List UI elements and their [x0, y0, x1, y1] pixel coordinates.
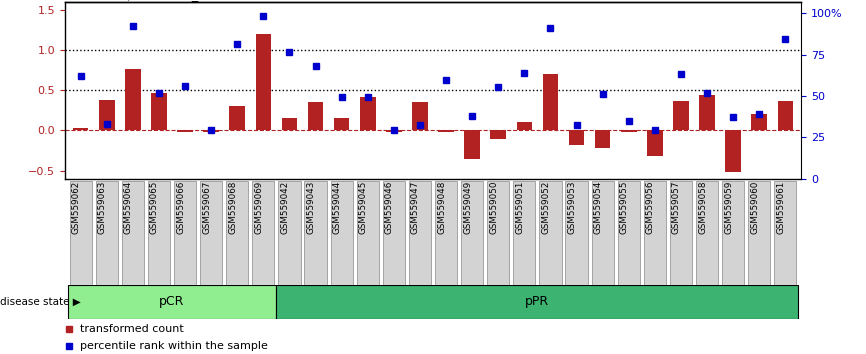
- Bar: [464, 131, 480, 159]
- Text: GSM559048: GSM559048: [437, 181, 446, 234]
- Bar: [360, 97, 376, 131]
- FancyBboxPatch shape: [617, 181, 640, 285]
- FancyBboxPatch shape: [252, 181, 275, 285]
- Text: GDS3721 / 1552280_at: GDS3721 / 1552280_at: [65, 0, 210, 1]
- Bar: [412, 102, 428, 131]
- Bar: [752, 114, 767, 131]
- Bar: [178, 131, 193, 132]
- Bar: [204, 131, 219, 132]
- FancyBboxPatch shape: [95, 181, 118, 285]
- FancyBboxPatch shape: [276, 285, 798, 319]
- FancyBboxPatch shape: [540, 181, 561, 285]
- Text: GSM559059: GSM559059: [724, 181, 734, 234]
- Bar: [647, 131, 662, 156]
- FancyBboxPatch shape: [748, 181, 771, 285]
- FancyBboxPatch shape: [488, 181, 509, 285]
- Text: GSM559052: GSM559052: [541, 181, 551, 234]
- Bar: [516, 122, 533, 131]
- Bar: [229, 106, 245, 131]
- FancyBboxPatch shape: [514, 181, 535, 285]
- Bar: [569, 131, 585, 145]
- Text: GSM559067: GSM559067: [202, 181, 211, 234]
- Bar: [307, 102, 323, 131]
- Text: pPR: pPR: [526, 295, 549, 308]
- Bar: [438, 131, 454, 132]
- Bar: [726, 131, 741, 172]
- FancyBboxPatch shape: [122, 181, 144, 285]
- Bar: [281, 119, 297, 131]
- Text: GSM559043: GSM559043: [307, 181, 315, 234]
- Text: GSM559057: GSM559057: [672, 181, 681, 234]
- Text: GSM559066: GSM559066: [176, 181, 185, 234]
- Text: GSM559064: GSM559064: [124, 181, 132, 234]
- FancyBboxPatch shape: [696, 181, 718, 285]
- Text: GSM559065: GSM559065: [150, 181, 159, 234]
- FancyBboxPatch shape: [174, 181, 196, 285]
- FancyBboxPatch shape: [68, 285, 276, 319]
- Text: GSM559051: GSM559051: [515, 181, 524, 234]
- Text: GSM559069: GSM559069: [255, 181, 263, 234]
- Text: GSM559055: GSM559055: [620, 181, 629, 234]
- Text: GSM559056: GSM559056: [646, 181, 655, 234]
- Bar: [673, 101, 688, 131]
- FancyBboxPatch shape: [226, 181, 249, 285]
- Bar: [699, 95, 715, 131]
- Text: percentile rank within the sample: percentile rank within the sample: [80, 341, 268, 351]
- Text: GSM559050: GSM559050: [489, 181, 498, 234]
- FancyBboxPatch shape: [643, 181, 666, 285]
- Bar: [778, 101, 793, 131]
- Text: GSM559042: GSM559042: [281, 181, 289, 234]
- Text: GSM559060: GSM559060: [750, 181, 759, 234]
- FancyBboxPatch shape: [774, 181, 797, 285]
- Bar: [621, 131, 637, 132]
- Bar: [151, 93, 167, 131]
- Text: GSM559062: GSM559062: [72, 181, 81, 234]
- FancyBboxPatch shape: [461, 181, 483, 285]
- FancyBboxPatch shape: [591, 181, 614, 285]
- Text: GSM559061: GSM559061: [777, 181, 785, 234]
- FancyBboxPatch shape: [331, 181, 352, 285]
- FancyBboxPatch shape: [435, 181, 457, 285]
- Text: GSM559058: GSM559058: [698, 181, 707, 234]
- Text: transformed count: transformed count: [80, 324, 184, 333]
- Text: GSM559045: GSM559045: [359, 181, 368, 234]
- Text: GSM559053: GSM559053: [567, 181, 577, 234]
- Bar: [490, 131, 506, 138]
- Text: GSM559047: GSM559047: [411, 181, 420, 234]
- Bar: [333, 118, 350, 131]
- Bar: [255, 34, 271, 131]
- FancyBboxPatch shape: [357, 181, 378, 285]
- FancyBboxPatch shape: [278, 181, 301, 285]
- Bar: [125, 69, 140, 131]
- Bar: [543, 74, 559, 131]
- FancyBboxPatch shape: [565, 181, 588, 285]
- Text: GSM559049: GSM559049: [463, 181, 472, 234]
- Bar: [595, 131, 611, 148]
- Text: disease state ▶: disease state ▶: [0, 297, 81, 307]
- Text: GSM559054: GSM559054: [594, 181, 603, 234]
- Text: pCR: pCR: [159, 295, 184, 308]
- FancyBboxPatch shape: [69, 181, 92, 285]
- Text: GSM559068: GSM559068: [229, 181, 237, 234]
- Text: GSM559044: GSM559044: [333, 181, 342, 234]
- FancyBboxPatch shape: [305, 181, 326, 285]
- FancyBboxPatch shape: [200, 181, 223, 285]
- FancyBboxPatch shape: [383, 181, 405, 285]
- Bar: [386, 131, 402, 132]
- FancyBboxPatch shape: [722, 181, 744, 285]
- Text: GSM559046: GSM559046: [385, 181, 394, 234]
- Text: GSM559063: GSM559063: [98, 181, 107, 234]
- FancyBboxPatch shape: [670, 181, 692, 285]
- Bar: [99, 100, 114, 131]
- FancyBboxPatch shape: [148, 181, 170, 285]
- Bar: [73, 128, 88, 131]
- FancyBboxPatch shape: [409, 181, 431, 285]
